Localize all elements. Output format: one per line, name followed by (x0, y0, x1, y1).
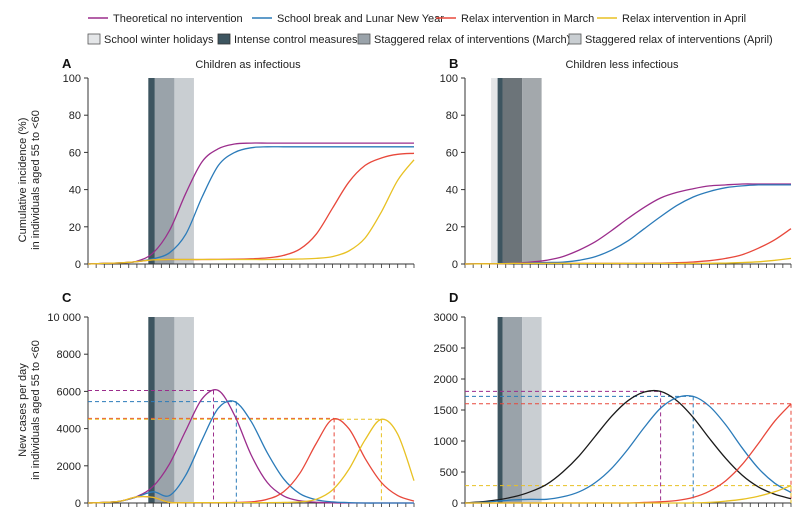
legend-label-relax-march: Relax intervention in March (461, 13, 594, 25)
panel-a-y-tick-label-0: 0 (75, 259, 81, 271)
panel-a-letter: A (62, 56, 72, 71)
panel-a-shade-1 (154, 78, 175, 264)
y-axis-title-top: Cumulative incidence (%) in individuals … (17, 110, 42, 250)
panel-d-y-tick-label-3: 1500 (434, 405, 458, 417)
legend-label-intense-control: Intense control measures (234, 34, 358, 46)
panel-d-y-tick-label-2: 1000 (434, 436, 458, 448)
panel-b-y-tick-label-3: 60 (446, 147, 458, 159)
legend-label-relax-april: Relax intervention in April (622, 13, 746, 25)
panel-a-series-0 (87, 142, 415, 265)
y-axis-title-top-line2: in individuals aged 55 to <60 (30, 110, 42, 250)
legend-box-winter-holidays (87, 33, 101, 45)
panel-d-y-tick-label-1: 500 (440, 467, 458, 479)
panel-c: C 0 2000 4000 6000 8000 10 000 (47, 290, 415, 510)
panel-c-y-tick-label-3: 6000 (57, 386, 81, 398)
panel-d-shade-2 (522, 317, 542, 503)
legend: Theoretical no intervention School break… (87, 13, 773, 46)
panel-b-y-tick-label-1: 20 (446, 222, 458, 234)
panel-c-y-tick-label-4: 8000 (57, 349, 81, 361)
panel-d-y-tick-label-4: 2000 (434, 374, 458, 386)
panel-b-y-tick-label-0: 0 (452, 259, 458, 271)
panel-d-shade-1 (502, 317, 523, 503)
panel-a-y-tick-label-1: 20 (69, 222, 81, 234)
panel-c-y-tick-label-5: 10 000 (47, 312, 81, 324)
y-axis-title-top-line1: Cumulative incidence (%) (17, 118, 29, 243)
panel-b-shade-0 (491, 78, 498, 264)
y-axis-title-bottom-line2: in individuals aged 55 to <60 (30, 340, 42, 480)
panel-c-series-0 (87, 389, 414, 504)
panel-b: B Children less infectious 0 20 40 60 80 100 (440, 56, 792, 271)
panel-c-shade-0 (148, 317, 155, 503)
panel-a-series-2 (87, 152, 415, 265)
panel-a-series-1 (87, 146, 414, 265)
panel-b-shade-3 (522, 78, 542, 264)
panel-a-title: Children as infectious (195, 59, 301, 71)
panel-d-y-tick-label-5: 2500 (434, 343, 458, 355)
panel-c-shade-1 (154, 317, 175, 503)
panel-c-series-1 (87, 400, 414, 504)
legend-label-winter-holidays: School winter holidays (104, 34, 214, 46)
panel-c-letter: C (62, 290, 72, 305)
panel-c-shade-2 (174, 317, 194, 503)
legend-label-no-intervention: Theoretical no intervention (113, 13, 243, 25)
panel-a-y-tick-label-4: 80 (69, 110, 81, 122)
panel-a: A Children as infectious 0 20 40 60 80 100 (62, 56, 415, 271)
y-axis-title-bottom: New cases per day in individuals aged 55… (17, 340, 42, 480)
panel-c-y-tick-label-0: 0 (75, 498, 81, 510)
panel-a-shade-2 (174, 78, 194, 264)
panel-b-y-tick-label-2: 40 (446, 185, 458, 197)
legend-row-lines: Theoretical no intervention School break… (88, 13, 746, 25)
panel-a-y-tick-label-5: 100 (63, 73, 81, 85)
panel-c-series-3 (87, 418, 415, 504)
panel-d-series-3 (465, 484, 792, 504)
panel-c-y-tick-label-1: 2000 (57, 461, 81, 473)
panel-b-letter: B (449, 56, 458, 71)
legend-row-boxes: School winter holidays Intense control m… (87, 33, 773, 46)
panel-b-title: Children less infectious (565, 59, 679, 71)
legend-label-staggered-april: Staggered relax of interventions (April) (585, 34, 773, 46)
panel-d-y-tick-label-6: 3000 (434, 312, 458, 324)
panel-d-y-tick-label-0: 0 (452, 498, 458, 510)
legend-box-intense-control (217, 33, 231, 45)
panel-c-y-tick-label-2: 4000 (57, 424, 81, 436)
legend-box-staggered-april (568, 33, 582, 45)
panel-b-y-tick-label-4: 80 (446, 110, 458, 122)
panel-d-letter: D (449, 290, 458, 305)
legend-box-staggered-march (357, 33, 371, 45)
panel-b-series-3 (464, 257, 792, 265)
panel-a-shade-0 (148, 78, 155, 264)
panel-b-shade-2 (502, 78, 523, 264)
panel-b-shade-1 (497, 78, 503, 264)
y-axis-title-bottom-line1: New cases per day (17, 363, 29, 457)
panel-a-y-tick-label-3: 60 (69, 147, 81, 159)
legend-label-staggered-march: Staggered relax of interventions (March) (374, 34, 570, 46)
legend-label-school-break: School break and Lunar New Year (277, 13, 444, 25)
panel-b-y-tick-label-5: 100 (440, 73, 458, 85)
panel-c-series-2 (87, 418, 415, 504)
panel-a-y-tick-label-2: 40 (69, 185, 81, 197)
panel-d: D 0 500 1000 1500 2000 2500 3000 (434, 290, 792, 510)
panel-a-series-3 (87, 159, 415, 265)
panel-d-shade-0 (497, 317, 503, 503)
panel-d-series-1 (464, 394, 792, 504)
